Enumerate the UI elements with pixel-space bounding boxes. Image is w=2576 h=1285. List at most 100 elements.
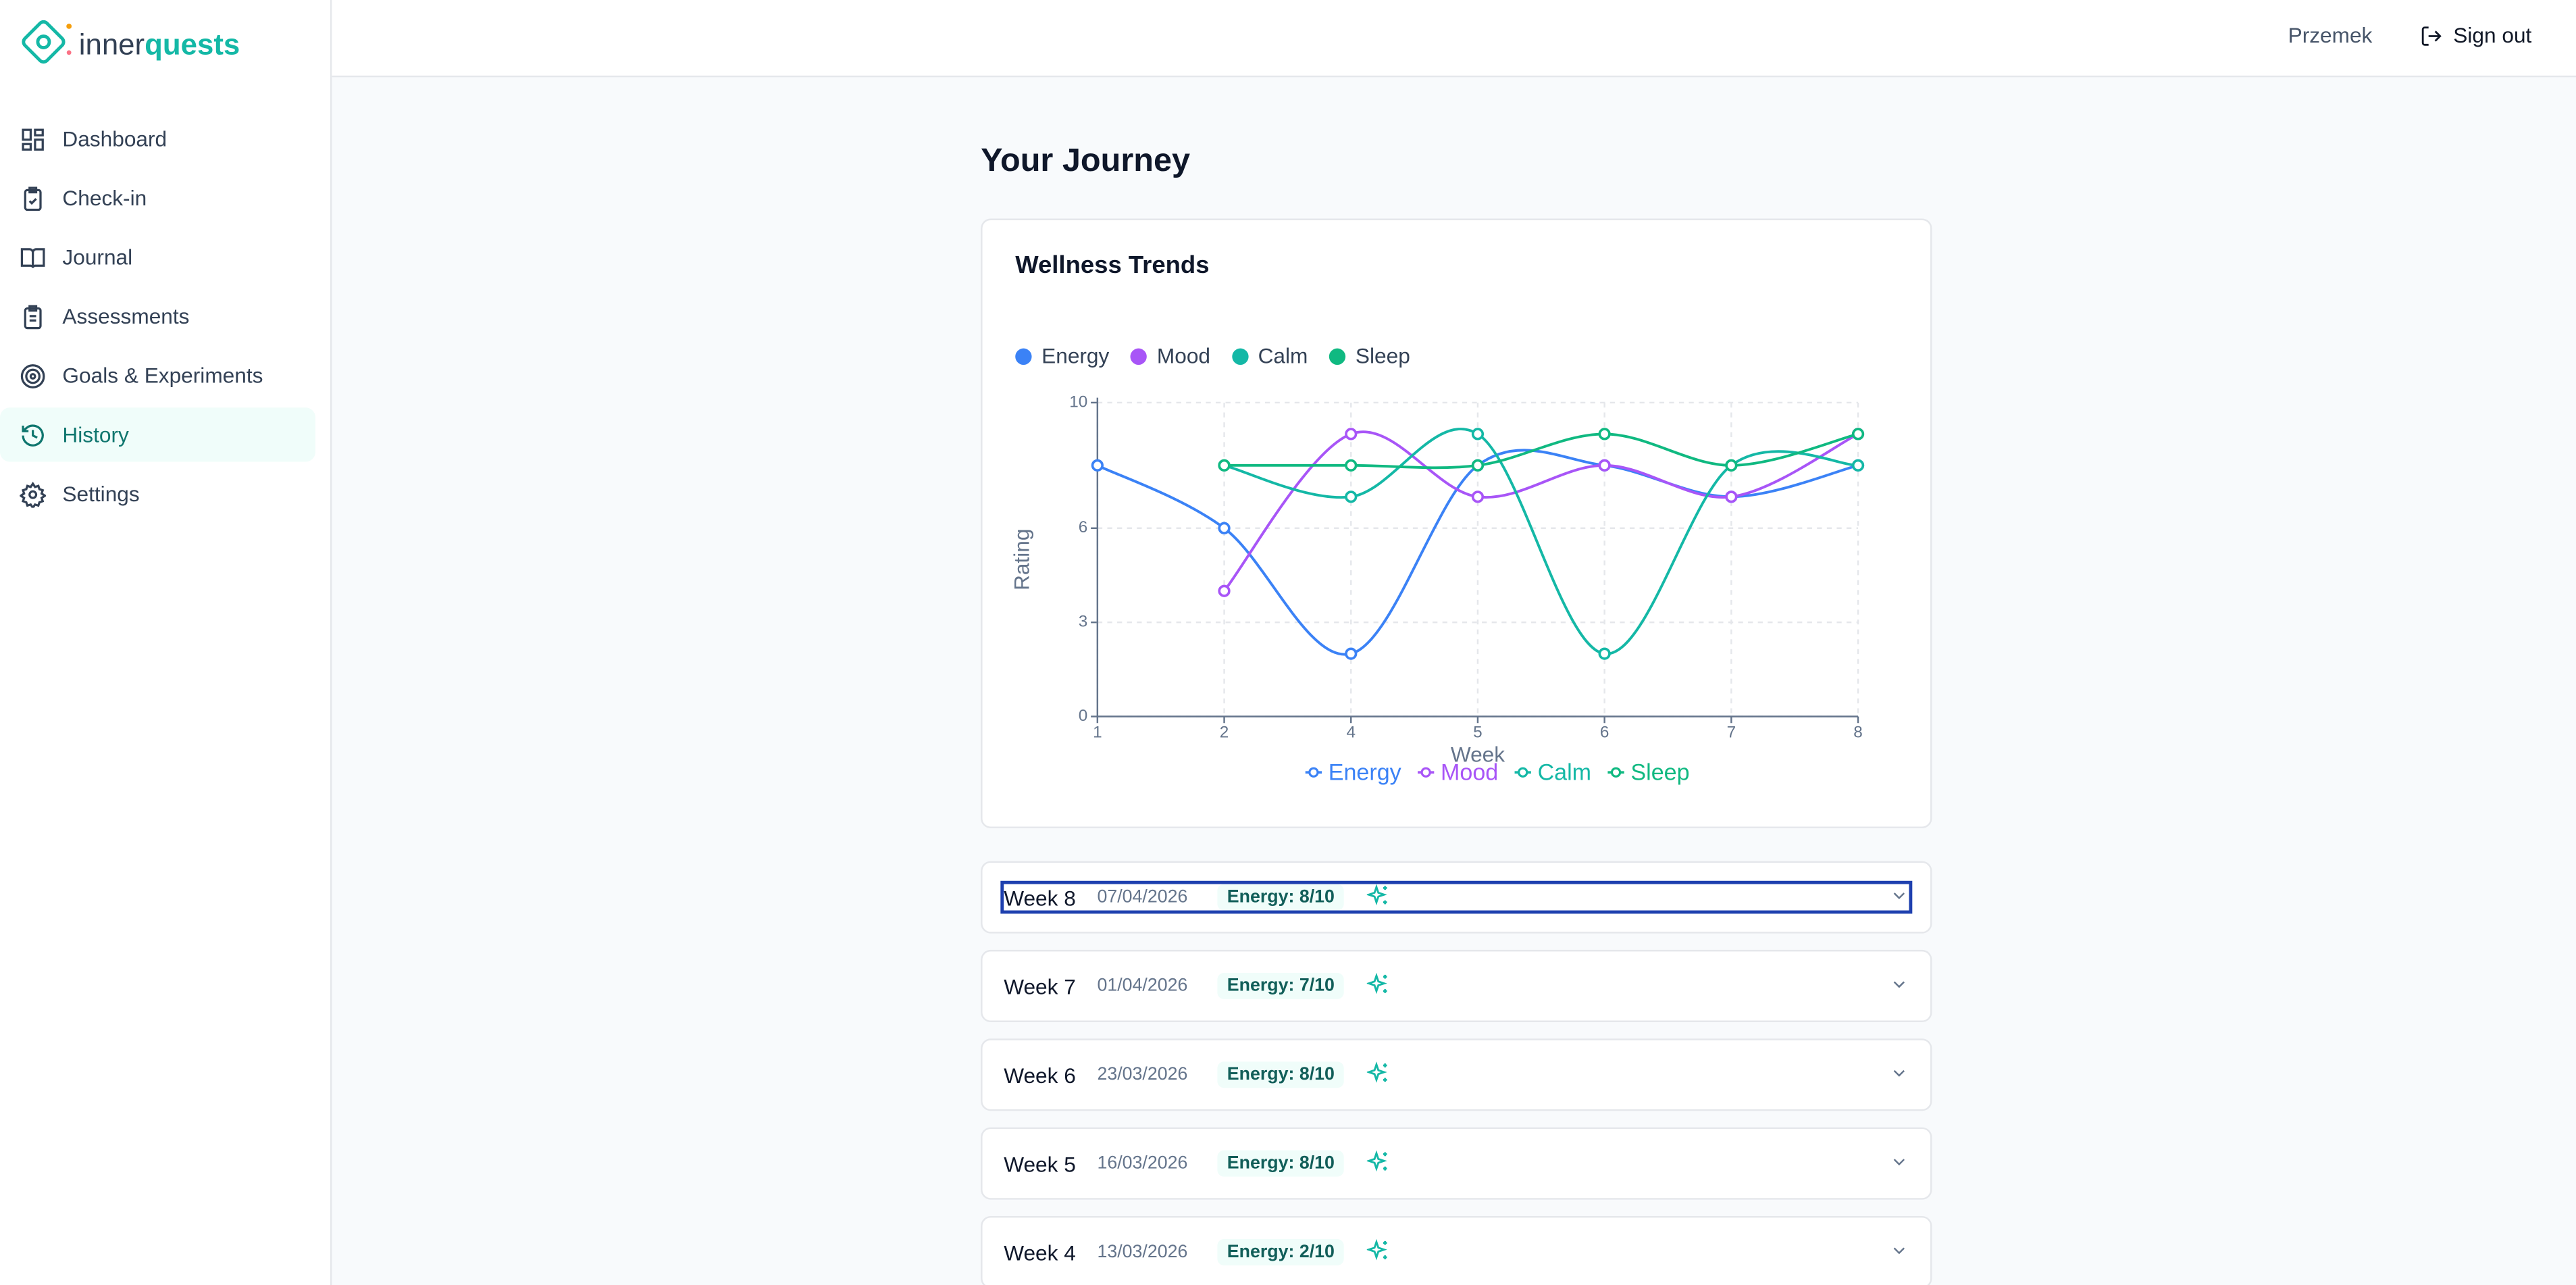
point <box>1218 522 1231 534</box>
x-tick-label: 2 <box>1220 723 1229 741</box>
week-row[interactable]: Week 5 16/03/2026 Energy: 8/10 <box>981 1127 1932 1200</box>
chevron-icon <box>1893 891 1905 899</box>
legend-item: Calm <box>1231 343 1308 368</box>
nav-icon <box>24 186 42 210</box>
legend-label: Mood <box>1156 343 1211 368</box>
week-name: Week 6 <box>1004 1062 1076 1088</box>
x-tick-label: 1 <box>1093 723 1102 741</box>
nav-item[interactable]: Goals & Experiments <box>0 349 315 403</box>
ai-icon <box>1366 1238 1391 1266</box>
point <box>1345 459 1358 472</box>
legend: Energy Mood Calm Sleep <box>1015 343 1431 368</box>
week-row[interactable]: Week 4 13/03/2026 Energy: 2/10 <box>981 1215 1932 1285</box>
point <box>1851 428 1865 440</box>
nav-label: Settings <box>62 481 140 507</box>
point <box>1218 584 1231 597</box>
x-tick-label: 7 <box>1727 723 1736 741</box>
nav-item[interactable]: Dashboard <box>0 111 315 166</box>
page-title: Your Journey <box>981 143 1191 180</box>
nav-icon <box>22 128 44 150</box>
chevron-icon <box>1893 1246 1905 1254</box>
y-tick-label: 10 <box>1069 393 1087 411</box>
nav-item[interactable]: Assessments <box>0 289 315 343</box>
nav-icon <box>20 480 47 507</box>
point <box>1471 490 1485 503</box>
sparkle <box>1366 1060 1388 1082</box>
point <box>1345 647 1358 660</box>
point <box>1345 428 1358 440</box>
nav-icon <box>20 363 45 388</box>
legend-icon <box>1518 767 1528 778</box>
point <box>1598 428 1611 440</box>
week-name: Week 7 <box>1004 974 1076 999</box>
chevron <box>1889 1063 1909 1087</box>
week-row[interactable]: Week 7 01/04/2026 Energy: 7/10 <box>981 949 1932 1022</box>
nav-label: Check-in <box>62 185 147 211</box>
week-date: 23/03/2026 <box>1097 1065 1188 1085</box>
chevron <box>1889 974 1909 998</box>
series-line <box>1223 430 1859 592</box>
point <box>1218 459 1231 472</box>
brand-part: quests <box>145 27 240 60</box>
week-row[interactable]: Week 6 23/03/2026 Energy: 8/10 <box>981 1038 1932 1111</box>
sparkle <box>1366 1149 1388 1171</box>
sign-out[interactable]: Sign out <box>2421 23 2532 48</box>
legend-dot <box>1130 347 1148 364</box>
y-axis-label: Rating <box>1010 529 1034 590</box>
point <box>1725 490 1738 503</box>
week-date: 07/04/2026 <box>1097 887 1188 907</box>
top-bar: Przemek Sign out <box>332 0 2576 78</box>
legend-dot <box>1015 347 1032 364</box>
nav-label: Assessments <box>62 303 190 329</box>
chevron <box>1889 1240 1909 1264</box>
point <box>1471 459 1485 472</box>
week-name: Week 8 <box>1004 884 1076 910</box>
chevron <box>1889 885 1909 909</box>
point <box>1091 459 1104 472</box>
nav-item[interactable]: Journal <box>0 230 315 284</box>
week-row[interactable]: Week 8 07/04/2026 Energy: 8/10 <box>981 861 1932 934</box>
ai-icon <box>1366 972 1391 1000</box>
week-header: Week 4 13/03/2026 Energy: 2/10 <box>1004 1238 1909 1266</box>
point <box>1598 647 1611 660</box>
energy-badge: Energy: 2/10 <box>1217 1239 1345 1265</box>
legend-item: Mood <box>1130 343 1211 368</box>
legend-label: Energy <box>1041 343 1110 368</box>
energy-badge: Energy: 8/10 <box>1217 1061 1345 1088</box>
user-name: Przemek <box>2288 23 2373 48</box>
nav-item[interactable]: Settings <box>0 467 315 521</box>
legend-label: Calm <box>1538 760 1591 786</box>
nav-label: Goals & Experiments <box>62 363 263 388</box>
sparkle <box>1366 1238 1388 1260</box>
legend-icon <box>1420 767 1431 778</box>
energy-badge: Energy: 8/10 <box>1217 1150 1345 1177</box>
chevron <box>1889 1151 1909 1176</box>
point <box>1598 459 1611 472</box>
energy-badge: Energy: 8/10 <box>1217 884 1345 911</box>
nav-icon <box>22 424 44 446</box>
x-tick-label: 4 <box>1346 723 1356 741</box>
nav-label: History <box>62 422 129 447</box>
x-axis-label: Week <box>1451 742 1505 766</box>
x-tick-label: 6 <box>1600 723 1609 741</box>
legend-label: Sleep <box>1630 760 1689 786</box>
y-tick-label: 6 <box>1079 518 1088 536</box>
week-header: Week 7 01/04/2026 Energy: 7/10 <box>1004 972 1909 1000</box>
energy-badge: Energy: 7/10 <box>1217 972 1345 999</box>
sign-out-label: Sign out <box>2453 23 2532 48</box>
legend-item: Energy <box>1015 343 1109 368</box>
legend-icon <box>1308 767 1319 778</box>
sparkle <box>1366 972 1388 994</box>
week-name: Week 4 <box>1004 1240 1076 1265</box>
y-tick-label: 3 <box>1079 613 1088 631</box>
week-header: Week 8 07/04/2026 Energy: 8/10 <box>1000 880 1913 914</box>
nav-label: Dashboard <box>62 126 168 151</box>
week-date: 13/03/2026 <box>1097 1242 1188 1263</box>
nav-item[interactable]: History <box>0 407 316 462</box>
nav-item[interactable]: Check-in <box>0 171 315 225</box>
brand-part: inner <box>78 27 145 60</box>
point <box>1725 459 1738 472</box>
logo[interactable]: inner quests <box>20 20 240 69</box>
legend-icon <box>1610 767 1622 778</box>
